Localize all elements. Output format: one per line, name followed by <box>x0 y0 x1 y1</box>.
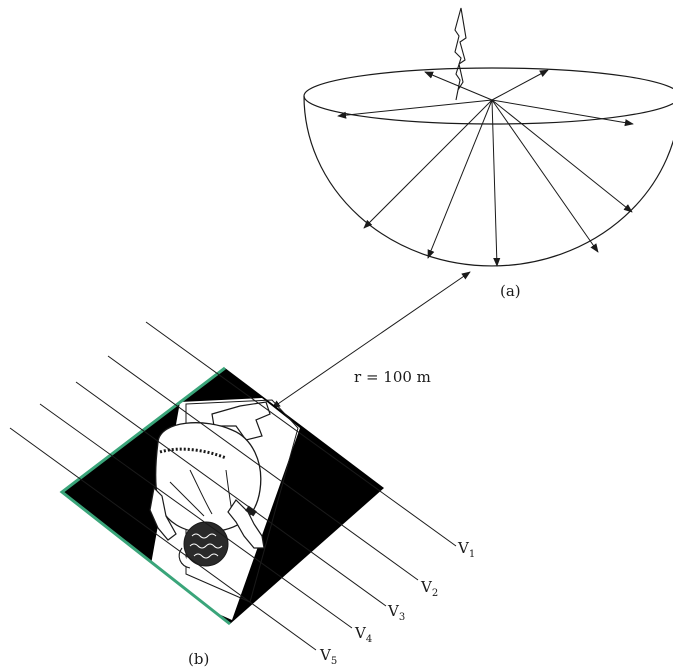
line-v2 <box>107 355 419 581</box>
hemisphere-rim <box>303 67 673 125</box>
floor-edge <box>59 366 231 626</box>
person-belt <box>159 447 227 460</box>
label-v5: V5 <box>319 646 337 667</box>
floor-scene: V1 V2 V3 V4 V5 (b) <box>9 321 475 668</box>
label-b: (b) <box>188 650 209 668</box>
label-a: (a) <box>500 282 521 300</box>
distance-indicator: r = 100 m <box>271 271 471 409</box>
line-v4 <box>39 403 353 629</box>
line-v5 <box>9 427 317 651</box>
label-v3: V3 <box>387 602 405 623</box>
hemisphere-group: (a) <box>303 7 673 300</box>
person-legs <box>211 401 271 441</box>
lightning-bolt-icon <box>454 7 467 101</box>
parallel-lines <box>9 321 457 651</box>
line-v1 <box>145 321 457 547</box>
distance-label: r = 100 m <box>354 368 431 386</box>
hemisphere-bowl <box>303 95 673 267</box>
person-arm <box>227 499 265 549</box>
line-v3 <box>75 381 387 607</box>
distance-arrow <box>271 271 471 409</box>
label-v1: V1 <box>457 539 475 560</box>
label-v4: V4 <box>354 624 372 645</box>
line-labels: V1 V2 V3 V4 V5 <box>319 539 475 667</box>
radial-arrows <box>337 69 634 267</box>
label-v2: V2 <box>420 578 438 599</box>
